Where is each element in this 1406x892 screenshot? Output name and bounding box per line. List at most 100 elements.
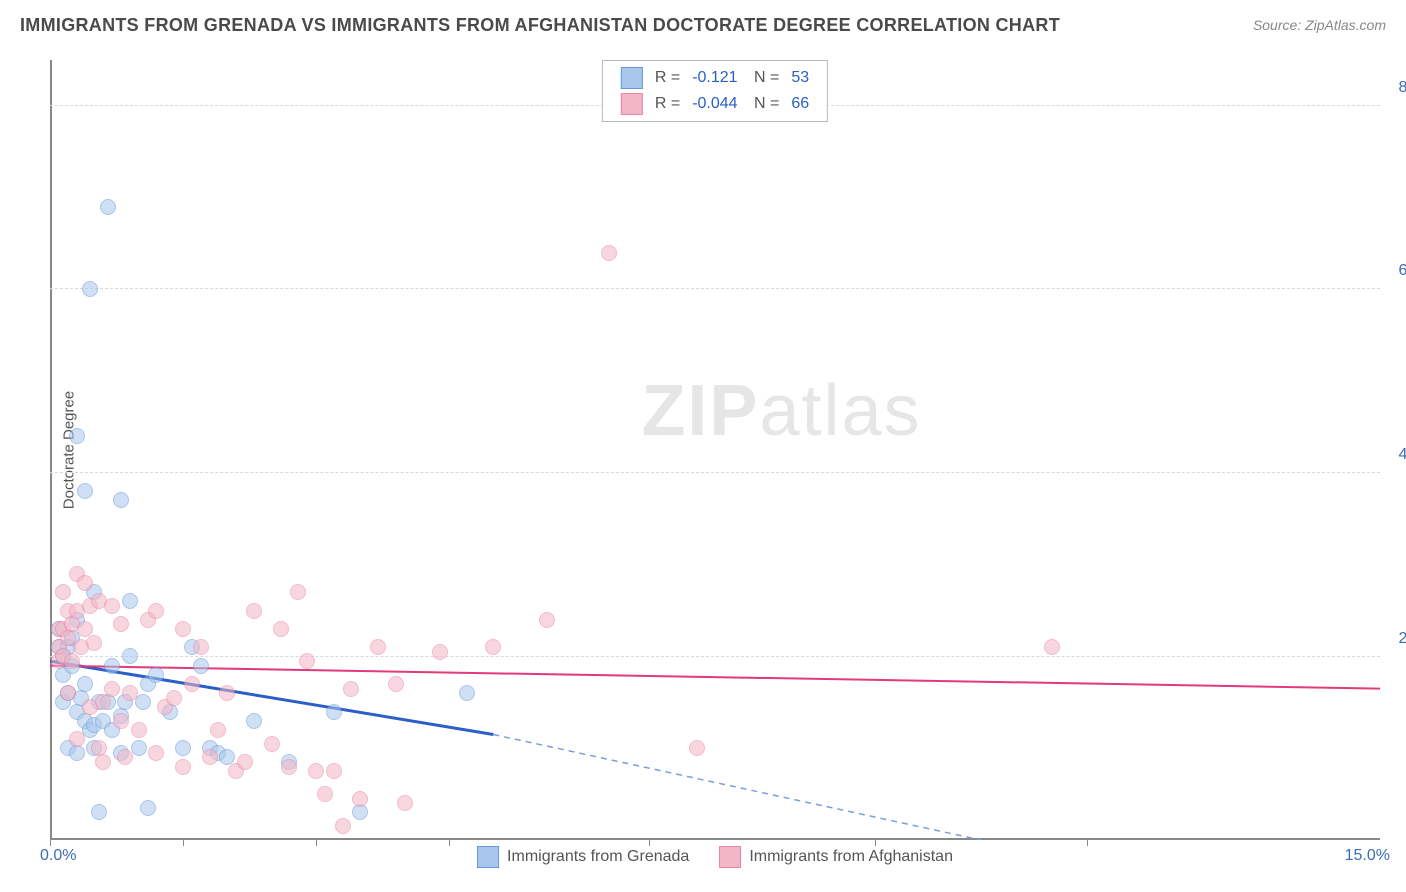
chart-source: Source: ZipAtlas.com <box>1253 17 1386 33</box>
data-point <box>352 791 368 807</box>
legend-R-label: R = <box>649 65 686 91</box>
data-point <box>104 681 120 697</box>
data-point <box>326 704 342 720</box>
data-point <box>140 800 156 816</box>
data-point <box>539 612 555 628</box>
data-point <box>246 603 262 619</box>
data-point <box>299 653 315 669</box>
data-point <box>281 759 297 775</box>
data-point <box>69 731 85 747</box>
gridline <box>50 472 1380 473</box>
legend-row-grenada: R = -0.121 N = 53 <box>615 65 815 91</box>
data-point <box>64 653 80 669</box>
data-point <box>317 786 333 802</box>
data-point <box>113 616 129 632</box>
legend-N-label: N = <box>744 65 786 91</box>
data-point <box>175 740 191 756</box>
data-point <box>370 639 386 655</box>
x-tick-mark <box>316 840 317 846</box>
data-point <box>113 492 129 508</box>
swatch-afghanistan <box>621 93 643 115</box>
y-tick-label: 2.0% <box>1399 630 1406 648</box>
data-point <box>459 685 475 701</box>
data-point <box>104 658 120 674</box>
swatch-grenada-bottom <box>477 846 499 868</box>
swatch-grenada <box>621 67 643 89</box>
chart-area: Doctorate Degree ZIPatlas 2.0%4.0%6.0%8.… <box>50 60 1380 840</box>
data-point <box>91 804 107 820</box>
data-point <box>202 749 218 765</box>
data-point <box>193 658 209 674</box>
data-point <box>485 639 501 655</box>
correlation-legend: R = -0.121 N = 53 R = -0.044 N = 66 <box>602 60 828 122</box>
data-point <box>343 681 359 697</box>
data-point <box>689 740 705 756</box>
data-point <box>210 722 226 738</box>
data-point <box>193 639 209 655</box>
data-point <box>175 759 191 775</box>
y-tick-label: 6.0% <box>1399 262 1406 280</box>
swatch-afghanistan-bottom <box>719 846 741 868</box>
legend-N-afghanistan: 66 <box>785 91 815 117</box>
data-point <box>148 667 164 683</box>
data-point <box>352 804 368 820</box>
data-point <box>100 199 116 215</box>
data-point <box>1044 639 1060 655</box>
legend-N-grenada: 53 <box>785 65 815 91</box>
data-point <box>273 621 289 637</box>
data-point <box>55 584 71 600</box>
data-point <box>122 685 138 701</box>
y-tick-label: 8.0% <box>1399 79 1406 97</box>
gridline <box>50 656 1380 657</box>
data-point <box>388 676 404 692</box>
data-point <box>135 694 151 710</box>
data-point <box>264 736 280 752</box>
data-point <box>82 281 98 297</box>
legend-item-afghanistan: Immigrants from Afghanistan <box>719 846 953 868</box>
data-point <box>60 685 76 701</box>
data-point <box>166 690 182 706</box>
legend-R-afghanistan: -0.044 <box>686 91 743 117</box>
chart-title: IMMIGRANTS FROM GRENADA VS IMMIGRANTS FR… <box>20 15 1060 36</box>
data-point <box>601 245 617 261</box>
data-point <box>86 635 102 651</box>
data-point <box>237 754 253 770</box>
plot-region: ZIPatlas 2.0%4.0%6.0%8.0% <box>50 60 1380 840</box>
data-point <box>131 722 147 738</box>
legend-row-afghanistan: R = -0.044 N = 66 <box>615 91 815 117</box>
legend-item-grenada: Immigrants from Grenada <box>477 846 689 868</box>
data-point <box>122 648 138 664</box>
x-tick-min: 0.0% <box>40 847 76 865</box>
data-point <box>77 575 93 591</box>
x-axis <box>50 838 1380 840</box>
data-point <box>326 763 342 779</box>
data-point <box>77 676 93 692</box>
x-tick-mark <box>449 840 450 846</box>
data-point <box>95 754 111 770</box>
data-point <box>77 483 93 499</box>
data-point <box>308 763 324 779</box>
data-point <box>148 745 164 761</box>
chart-header: IMMIGRANTS FROM GRENADA VS IMMIGRANTS FR… <box>0 0 1406 50</box>
y-tick-label: 4.0% <box>1399 446 1406 464</box>
data-point <box>219 685 235 701</box>
data-point <box>184 676 200 692</box>
data-point <box>122 593 138 609</box>
y-axis <box>50 60 52 840</box>
data-point <box>131 740 147 756</box>
data-point <box>290 584 306 600</box>
data-point <box>69 428 85 444</box>
x-tick-max: 15.0% <box>1345 847 1390 865</box>
legend-label-grenada: Immigrants from Grenada <box>507 848 689 866</box>
data-point <box>104 598 120 614</box>
data-point <box>335 818 351 834</box>
data-point <box>113 713 129 729</box>
x-tick-mark <box>1087 840 1088 846</box>
data-point <box>95 694 111 710</box>
watermark: ZIPatlas <box>641 370 921 452</box>
data-point <box>69 745 85 761</box>
gridline <box>50 288 1380 289</box>
series-legend: Immigrants from Grenada Immigrants from … <box>477 846 953 868</box>
data-point <box>397 795 413 811</box>
x-tick-mark <box>183 840 184 846</box>
